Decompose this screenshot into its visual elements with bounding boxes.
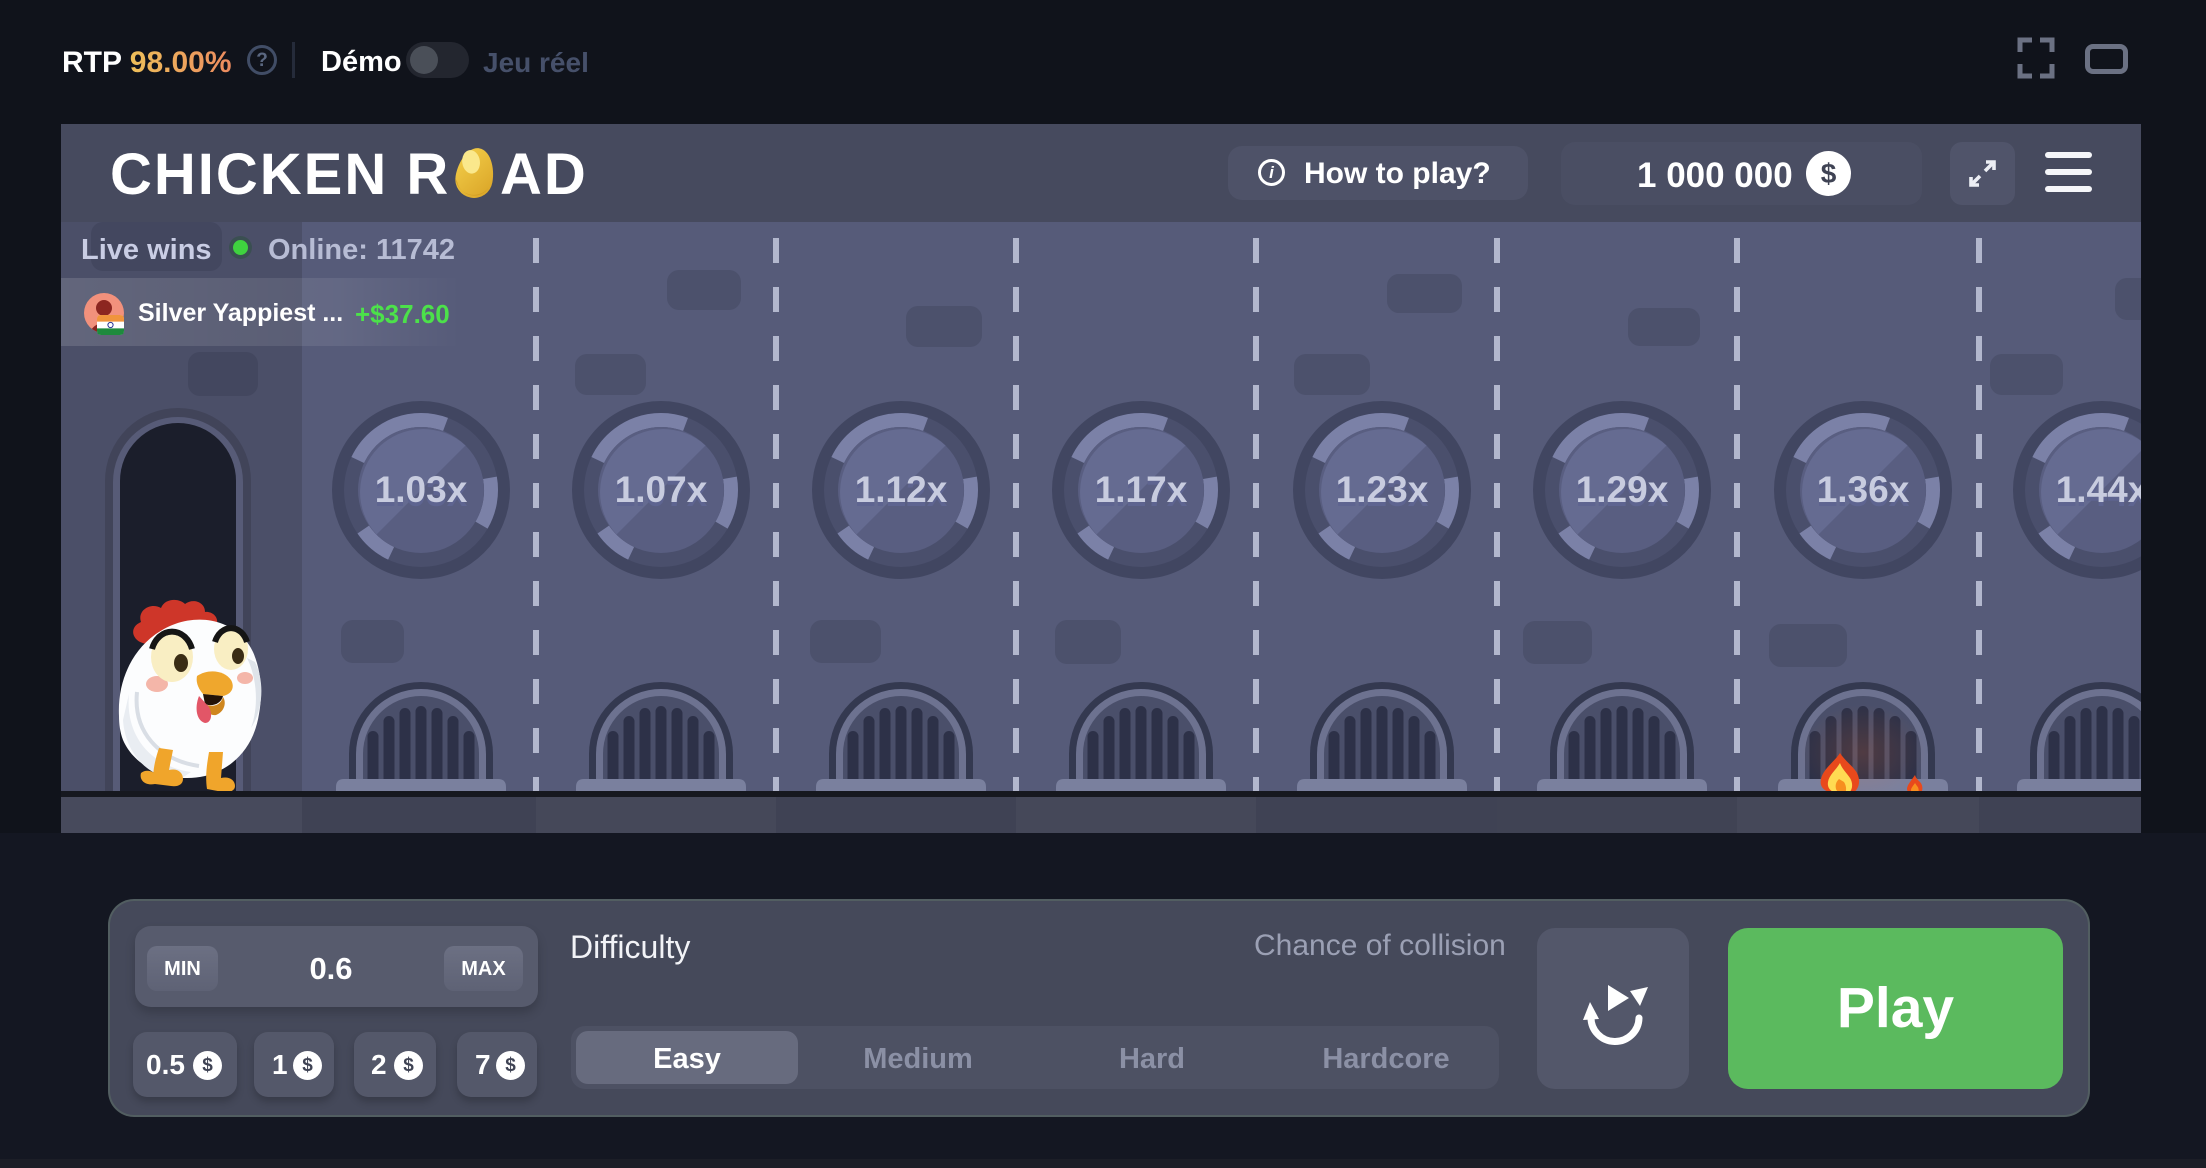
- svg-text:1.03x: 1.03x: [375, 469, 468, 510]
- svg-text:1.17x: 1.17x: [1095, 473, 1188, 514]
- svg-text:1.29x: 1.29x: [1576, 473, 1669, 514]
- svg-text:1.23x: 1.23x: [1336, 473, 1429, 514]
- svg-text:1.44x: 1.44x: [2056, 469, 2141, 510]
- svg-text:1.12x: 1.12x: [855, 469, 948, 510]
- svg-text:1.36x: 1.36x: [1817, 469, 1910, 510]
- svg-text:1.17x: 1.17x: [1095, 469, 1188, 510]
- svg-text:1.23x: 1.23x: [1336, 469, 1429, 510]
- svg-text:1.07x: 1.07x: [615, 469, 708, 510]
- svg-text:1.36x: 1.36x: [1817, 473, 1910, 514]
- svg-text:1.44x: 1.44x: [2056, 473, 2141, 514]
- svg-text:1.03x: 1.03x: [375, 473, 468, 514]
- svg-text:1.07x: 1.07x: [615, 473, 708, 514]
- svg-text:1.12x: 1.12x: [855, 473, 948, 514]
- svg-text:1.29x: 1.29x: [1576, 469, 1669, 510]
